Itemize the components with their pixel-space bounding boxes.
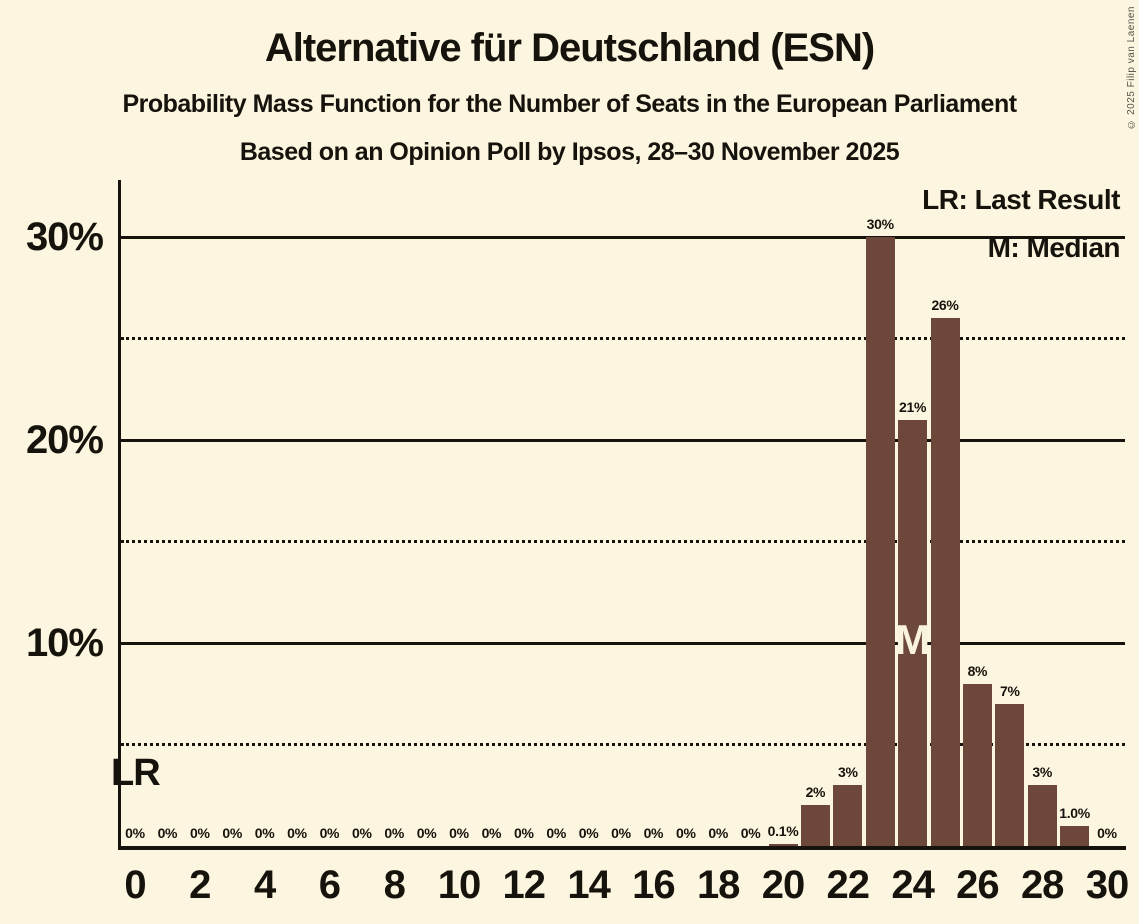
x-tick-label-30: 30 bbox=[1085, 863, 1129, 907]
bar-value-label-13: 0% bbox=[546, 825, 567, 841]
bar-seat-22 bbox=[833, 785, 863, 846]
x-tick-label-8: 8 bbox=[383, 863, 406, 907]
y-tick-label-10: 10% bbox=[25, 621, 104, 665]
bar-value-label-5: 0% bbox=[287, 825, 307, 841]
bar-value-label-19: 0% bbox=[740, 825, 761, 841]
last-result-marker: LR bbox=[111, 752, 161, 794]
bar-value-label-26: 8% bbox=[967, 662, 988, 679]
chart-title: Alternative für Deutschland (ESN) bbox=[264, 26, 875, 70]
x-tick-label-10: 10 bbox=[437, 863, 481, 907]
bar-value-label-9: 0% bbox=[416, 825, 437, 841]
x-tick-label-14: 14 bbox=[567, 863, 610, 907]
bar-value-label-24: 21% bbox=[899, 398, 927, 415]
chart-poll-source: Based on an Opinion Poll by Ipsos, 28–30… bbox=[239, 138, 900, 166]
bar-value-label-16: 0% bbox=[643, 825, 664, 841]
gridlines-layer bbox=[121, 180, 1129, 846]
bar-value-label-3: 0% bbox=[222, 825, 243, 841]
bar-seat-25 bbox=[930, 318, 960, 846]
gridline-5 bbox=[121, 743, 1125, 746]
bar-value-label-18: 0% bbox=[708, 825, 729, 841]
bar-value-label-21: 2% bbox=[805, 784, 826, 801]
x-tick-label-26: 26 bbox=[956, 863, 999, 907]
x-tick-label-0: 0 bbox=[124, 863, 146, 907]
bar-value-label-1: 0% bbox=[157, 825, 178, 841]
bar-value-label-12: 0% bbox=[513, 825, 534, 841]
x-tick-label-18: 18 bbox=[696, 863, 740, 907]
gridline-10 bbox=[121, 641, 1125, 645]
legend-last-result: LR: Last Result bbox=[922, 184, 1120, 215]
gridline-25 bbox=[121, 337, 1125, 340]
bar-value-label-2: 0% bbox=[189, 825, 210, 841]
x-tick-label-2: 2 bbox=[189, 863, 211, 907]
x-tick-label-20: 20 bbox=[761, 863, 805, 907]
bar-seat-29 bbox=[1060, 825, 1090, 846]
x-tick-label-4: 4 bbox=[253, 863, 276, 907]
chart-subtitle: Probability Mass Function for the Number… bbox=[122, 90, 1017, 118]
x-tick-label-16: 16 bbox=[632, 863, 675, 907]
bar-seat-27 bbox=[995, 703, 1025, 846]
bar-value-label-22: 3% bbox=[837, 764, 858, 781]
copyright-notice: © 2025 Filip van Laenen bbox=[1126, 6, 1137, 130]
y-axis-line bbox=[118, 180, 121, 850]
bar-value-label-10: 0% bbox=[449, 825, 469, 841]
bars-layer: 0% 0% 0% 0% 0% 0% 0% 0% 0% 0% 0% 0% 0% 0% 0% 0% 0% 0% 0% 0%… bbox=[121, 180, 1129, 846]
bar-value-label-15: 0% bbox=[611, 825, 631, 841]
bar-value-label-0: 0% bbox=[125, 825, 145, 841]
x-tick-label-6: 6 bbox=[318, 863, 341, 907]
bar-value-label-6: 0% bbox=[319, 825, 340, 841]
bar-value-label-28: 3% bbox=[1032, 764, 1053, 781]
gridline-15 bbox=[121, 540, 1125, 543]
bar-value-label-29: 1.0% bbox=[1059, 804, 1090, 821]
bar-value-label-27: 7% bbox=[999, 682, 1020, 699]
bar-seat-26 bbox=[962, 683, 992, 846]
bar-seat-23 bbox=[865, 237, 895, 846]
bar-value-label-8: 0% bbox=[384, 825, 405, 841]
bar-value-label-30: 0% bbox=[1097, 825, 1117, 841]
y-tick-label-20: 20% bbox=[25, 418, 104, 462]
bar-seat-20 bbox=[768, 843, 798, 846]
gridline-30 bbox=[121, 235, 1125, 239]
gridline-20 bbox=[121, 438, 1125, 442]
x-tick-label-24: 24 bbox=[891, 863, 934, 907]
y-tick-label-30: 30% bbox=[25, 215, 104, 259]
x-tick-label-22: 22 bbox=[826, 863, 870, 907]
bar-seat-28 bbox=[1027, 785, 1057, 846]
median-marker: M bbox=[895, 616, 931, 663]
bar-value-label-20: 0.1% bbox=[767, 822, 799, 839]
x-axis-labels: 0 2 4 6 8 10 12 14 16 18 20 22 24 26 28 30 bbox=[121, 862, 1129, 912]
bar-seat-21 bbox=[800, 805, 830, 846]
bar-value-label-25: 26% bbox=[931, 297, 959, 314]
x-tick-label-12: 12 bbox=[502, 863, 546, 907]
bar-value-label-14: 0% bbox=[578, 825, 599, 841]
bar-value-label-4: 0% bbox=[254, 825, 275, 841]
bar-value-label-11: 0% bbox=[481, 825, 502, 841]
bar-value-label-23: 30% bbox=[866, 216, 894, 232]
bar-seat-24 bbox=[898, 419, 928, 846]
x-tick-label-28: 28 bbox=[1020, 863, 1064, 907]
bar-value-label-17: 0% bbox=[675, 825, 696, 841]
x-axis-line bbox=[118, 846, 1126, 850]
bar-value-label-7: 0% bbox=[351, 825, 372, 841]
